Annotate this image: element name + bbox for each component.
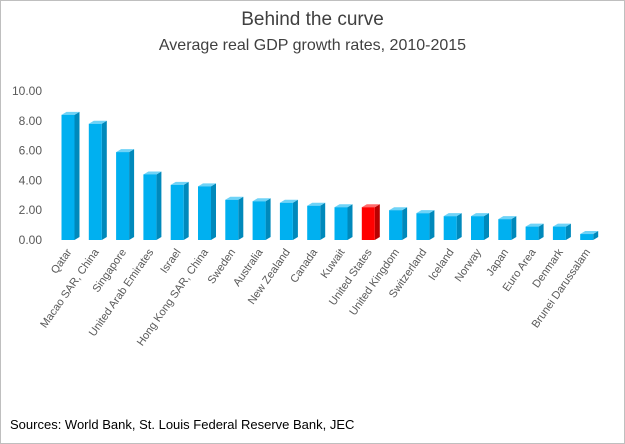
bar — [334, 204, 353, 240]
bar-side — [374, 204, 380, 240]
bar — [116, 149, 135, 240]
bar-side — [129, 149, 135, 240]
bar-front — [61, 114, 75, 240]
bar-top — [170, 181, 189, 185]
bar-front — [389, 210, 403, 240]
bar-front — [170, 184, 184, 240]
x-tick-label: Qatar — [49, 247, 75, 277]
bar-top — [307, 202, 326, 206]
bar-front — [143, 174, 157, 240]
bar-front — [416, 213, 430, 240]
y-tick-label: 8.00 — [19, 114, 43, 128]
bar-front — [471, 216, 484, 240]
bar-top — [279, 199, 298, 203]
bar-front — [552, 226, 566, 240]
bar-front — [88, 123, 102, 240]
bar-side — [538, 223, 544, 240]
bar-side — [402, 207, 408, 240]
bar — [279, 199, 298, 240]
bar-side — [593, 231, 599, 240]
bar-top — [116, 149, 135, 153]
bar — [443, 213, 462, 240]
bar — [471, 213, 489, 240]
bar — [170, 181, 189, 240]
bar — [416, 210, 435, 240]
bar-top — [525, 223, 544, 227]
bar-top — [198, 183, 216, 187]
bar — [552, 223, 571, 240]
bar-top — [252, 198, 271, 202]
bar-side — [156, 171, 162, 240]
bar-side — [456, 213, 462, 240]
x-tick-label: Kuwait — [319, 247, 348, 281]
bar — [252, 198, 271, 240]
bar-side — [101, 120, 107, 240]
chart-title: Behind the curve — [241, 9, 384, 30]
bar-front — [498, 219, 512, 240]
bar-top — [225, 196, 244, 200]
bar-front — [198, 186, 211, 240]
bar-side — [292, 199, 298, 240]
bar-side — [183, 181, 189, 240]
bar-top — [334, 204, 353, 208]
bar-top — [88, 120, 107, 124]
y-tick-label: 0.00 — [19, 233, 43, 247]
bar-side — [265, 198, 271, 240]
bar-front — [307, 205, 321, 240]
bar-side — [565, 223, 571, 240]
bar-front — [225, 199, 239, 240]
bar-front — [443, 216, 457, 240]
bar-top — [471, 213, 489, 217]
x-tick-label: Japan — [484, 247, 511, 278]
bar-top — [498, 216, 517, 220]
bar-side — [484, 213, 489, 240]
bar-top — [580, 231, 599, 235]
chart-subtitle: Average real GDP growth rates, 2010-2015 — [158, 37, 467, 54]
y-tick-label: 6.00 — [19, 144, 43, 158]
bar-top — [61, 111, 80, 115]
bar-front — [116, 152, 130, 240]
bar — [307, 202, 326, 240]
y-tick-label: 2.00 — [19, 203, 43, 217]
bar-top — [389, 207, 408, 211]
bar — [143, 171, 162, 240]
bar — [361, 204, 380, 240]
bar-front — [361, 207, 375, 240]
bar — [198, 183, 216, 240]
bar-side — [74, 111, 80, 240]
bar-side — [347, 204, 353, 240]
source-note: Sources: World Bank, St. Louis Federal R… — [10, 417, 355, 432]
x-tick-label: Israel — [158, 247, 183, 276]
bar-top — [143, 171, 162, 175]
bar — [61, 111, 80, 240]
bar-series — [61, 111, 599, 240]
bar-top — [552, 223, 571, 227]
bar — [525, 223, 544, 240]
bar-top — [361, 204, 380, 208]
y-axis: 0.00 2.00 4.00 6.00 8.00 10.00 — [12, 84, 42, 247]
bar-front — [334, 207, 348, 240]
bar-front — [279, 202, 293, 240]
bar — [225, 196, 244, 240]
bar-top — [416, 210, 435, 214]
bar — [580, 231, 599, 240]
bar — [88, 120, 107, 240]
bar-side — [511, 216, 517, 240]
y-tick-label: 4.00 — [19, 173, 43, 187]
x-tick-label: Norway — [453, 246, 485, 284]
bar-front — [525, 226, 539, 240]
x-tick-label: Canada — [288, 246, 320, 285]
bar-side — [211, 183, 216, 240]
bar — [389, 207, 408, 240]
bar-front — [580, 234, 594, 240]
bar-top — [443, 213, 462, 217]
bar-side — [320, 202, 326, 240]
bar-side — [429, 210, 435, 240]
bar — [498, 216, 517, 240]
bar-side — [238, 196, 244, 240]
y-tick-label: 10.00 — [12, 84, 42, 98]
bar-front — [252, 201, 266, 240]
